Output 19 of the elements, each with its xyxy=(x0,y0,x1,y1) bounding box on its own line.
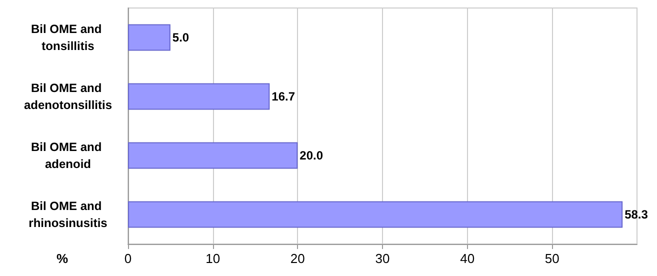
y-tick-label: Bil OME and tonsillitis xyxy=(30,22,106,53)
bar xyxy=(128,142,298,169)
y-tick-label: Bil OME and rhinosinusitis xyxy=(28,199,108,230)
data-label: 5.0 xyxy=(172,30,190,44)
bar xyxy=(128,24,170,51)
y-tick-label: Bil OME and adenotonsillitis xyxy=(24,81,112,112)
x-tick-label: 0 xyxy=(124,251,132,266)
x-tick-label: 20 xyxy=(290,251,305,266)
x-tick-label: 30 xyxy=(375,251,390,266)
x-tick-label: 40 xyxy=(460,251,475,266)
data-label: 16.7 xyxy=(272,90,296,104)
data-label: 20.0 xyxy=(300,148,324,162)
y-tick-label: Bil OME and adenoid xyxy=(30,140,106,171)
bar xyxy=(128,83,270,110)
bar xyxy=(128,201,623,228)
x-axis-title: % xyxy=(56,251,68,266)
x-tick-label: 10 xyxy=(206,251,220,266)
data-label: 58.3 xyxy=(624,208,648,222)
x-tick-label: 50 xyxy=(544,251,560,266)
